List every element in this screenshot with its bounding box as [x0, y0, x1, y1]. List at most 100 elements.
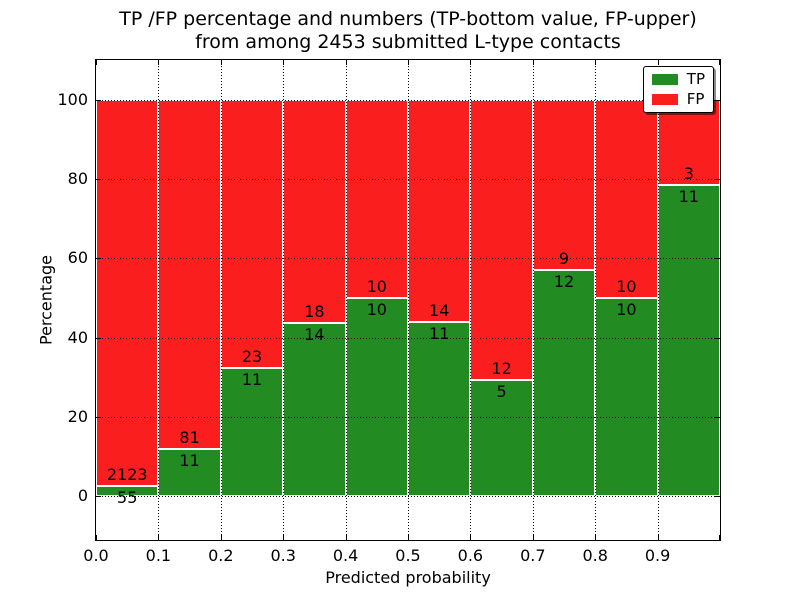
x-tick-mark-top — [719, 60, 720, 65]
x-tick-label: 0.8 — [582, 546, 608, 565]
x-tick-mark-top — [657, 60, 659, 65]
x-tick-mark — [470, 535, 472, 540]
bar-count-label-fp: 2123 — [106, 465, 148, 485]
bar-count-label-fp: 14 — [429, 300, 450, 320]
x-tick-label: 0.5 — [395, 546, 421, 565]
bar-count-label-tp: 5 — [496, 381, 507, 401]
legend-item-fp: FP — [651, 90, 705, 108]
bar-count-label-fp: 10 — [366, 277, 387, 297]
x-tick-mark — [345, 535, 347, 540]
y-tick-label: 80 — [67, 169, 88, 188]
bar-segment-fp — [470, 99, 533, 380]
y-tick-mark-right — [715, 99, 720, 101]
bar-segment-tp — [532, 269, 596, 497]
bar-segment-fp — [220, 99, 284, 368]
x-tick-mark-top — [283, 60, 285, 65]
legend-label-fp: FP — [686, 90, 705, 108]
bar-count-label-tp: 11 — [241, 370, 263, 390]
x-tick-mark — [158, 535, 160, 540]
bar-count-label-fp: 23 — [241, 347, 263, 367]
y-tick-mark-right — [715, 258, 720, 260]
bar-count-label-fp: 9 — [558, 248, 570, 268]
y-tick-mark — [96, 496, 101, 498]
x-tick-label: 0.9 — [644, 546, 671, 565]
gridline-vertical — [470, 60, 472, 540]
bar-segment-tp — [158, 448, 221, 497]
legend-item-tp: TP — [651, 70, 705, 88]
x-tick-mark — [220, 535, 222, 540]
x-tick-label: 0.0 — [83, 546, 109, 565]
x-tick-mark — [408, 535, 409, 540]
bar-segment-fp — [532, 99, 596, 270]
x-tick-label: 0.7 — [520, 546, 546, 565]
bar-segment-tp — [345, 298, 408, 497]
gridline-vertical — [657, 60, 659, 540]
bar-count-label-fp: 3 — [683, 163, 694, 183]
y-tick-mark-right — [715, 179, 720, 180]
gridline-vertical — [345, 60, 347, 540]
bar-count-label-tp: 10 — [366, 300, 387, 320]
bar-segment-tp — [283, 322, 346, 497]
chart-title-line1: TP /FP percentage and numbers (TP-bottom… — [119, 8, 697, 30]
bar-count-label-tp: 11 — [429, 323, 450, 343]
gridline-vertical — [220, 60, 222, 540]
x-tick-mark-top — [96, 60, 97, 65]
y-tick-mark — [96, 337, 101, 339]
bar-segment-fp — [408, 99, 471, 322]
x-tick-label: 0.6 — [457, 546, 484, 565]
x-tick-mark-top — [470, 60, 472, 65]
x-tick-mark-top — [532, 60, 534, 65]
x-axis-label: Predicted probability — [325, 568, 491, 587]
x-tick-mark — [283, 535, 285, 540]
x-tick-mark-top — [595, 60, 597, 65]
bar-count-label-tp: 14 — [304, 324, 325, 344]
bar-count-label-tp: 12 — [553, 271, 575, 291]
legend-swatch-tp-icon — [651, 74, 678, 85]
bar-count-label-fp: 18 — [304, 301, 325, 321]
x-tick-mark — [719, 535, 720, 540]
x-tick-mark-top — [158, 60, 160, 65]
y-tick-mark — [96, 179, 101, 180]
x-tick-mark — [595, 535, 597, 540]
y-tick-label: 20 — [67, 407, 88, 427]
bar-count-label-tp: 11 — [179, 450, 200, 470]
bar-segment-fp — [158, 99, 221, 449]
y-tick-label: 60 — [67, 248, 88, 268]
bar-segment-fp — [345, 99, 408, 298]
y-tick-mark — [96, 99, 101, 101]
bar-count-label-tp: 55 — [117, 488, 138, 508]
y-tick-label: 40 — [67, 327, 88, 347]
y-tick-mark-right — [715, 417, 720, 419]
y-tick-mark-right — [715, 496, 720, 498]
gridline-vertical — [158, 60, 160, 540]
bar-count-label-fp: 10 — [616, 277, 637, 297]
x-tick-mark-top — [220, 60, 222, 65]
bar-segment-tp — [595, 298, 658, 497]
y-tick-mark — [96, 417, 101, 419]
bar-segment-tp — [470, 379, 533, 497]
plot-area: TP FP 2123 55 81 11 23 11 18 14 10 10 14 11 12 5 9 12 10… — [95, 59, 721, 541]
bar-segment-tp — [408, 321, 471, 497]
gridline-vertical — [532, 60, 534, 540]
y-tick-mark — [96, 258, 101, 260]
x-tick-label: 0.2 — [208, 546, 234, 565]
x-tick-mark-top — [345, 60, 347, 65]
y-tick-mark-right — [715, 337, 720, 339]
bar-segment-tp — [657, 184, 720, 497]
x-tick-mark — [532, 535, 534, 540]
bar-count-label-tp: 10 — [616, 300, 637, 320]
gridline-vertical — [283, 60, 285, 540]
chart-title-line2: from among 2453 submitted L-type contact… — [195, 31, 621, 53]
gridline-vertical — [408, 60, 409, 540]
legend-label-tp: TP — [686, 70, 705, 88]
bar-segment-fp — [96, 99, 159, 487]
x-tick-label: 0.4 — [332, 546, 359, 565]
bar-segment-tp — [96, 486, 159, 497]
x-tick-mark-top — [408, 60, 409, 65]
bar-segment-fp — [283, 99, 346, 323]
bar-segment-fp — [595, 99, 658, 298]
y-tick-label: 0 — [77, 486, 88, 506]
legend-swatch-fp-icon — [651, 94, 678, 105]
x-tick-mark — [657, 535, 659, 540]
